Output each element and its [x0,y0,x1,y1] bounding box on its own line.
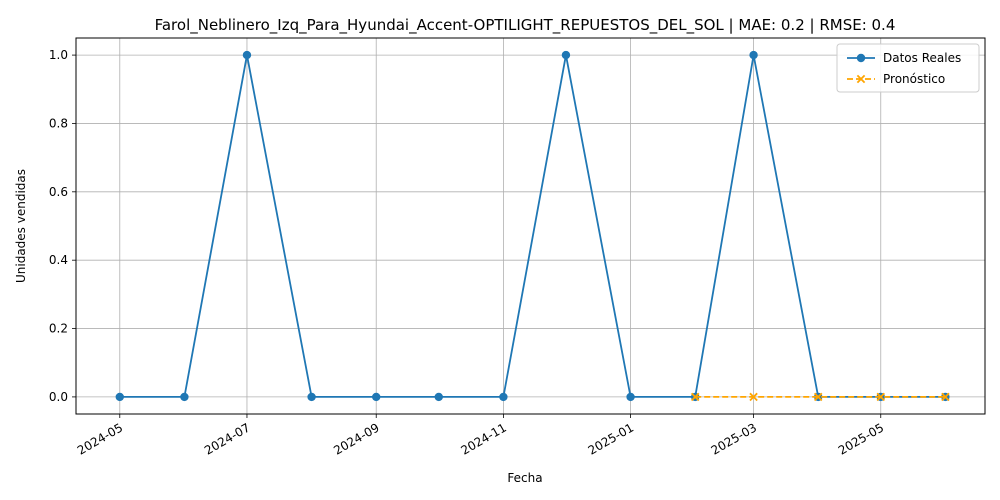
data-point [690,392,700,402]
legend-marker-0 [856,53,866,63]
data-point [941,392,950,402]
y-tick-label: 0.8 [49,116,68,130]
y-tick-label: 0.0 [49,390,68,404]
data-point [307,392,316,402]
x-tick-label: 2024-05 [75,420,125,457]
plot-area [75,37,986,415]
x-tick-label: 2024-11 [458,420,508,457]
data-point [626,392,635,402]
series-layer [115,50,950,402]
data-point [242,50,252,60]
data-point [876,392,885,402]
data-point [434,392,443,402]
x-tick-label: 2025-01 [586,420,636,457]
data-point [561,50,571,60]
data-point [499,392,508,402]
series-line-0 [119,54,946,398]
x-tick-label: 2024-09 [331,420,381,457]
x-axis: 2024-05 2024-07 2024-09 2024-11 2025-01 2025-… [75,414,886,458]
data-point [180,392,189,402]
data-point [749,392,758,402]
legend-box [836,43,980,93]
y-tick-label: 1.0 [49,48,68,62]
legend-label-1: Pronóstico [883,72,945,86]
x-tick-label: 2025-03 [709,420,759,457]
data-point [813,392,823,402]
y-axis-label: Unidades vendidas [14,169,28,283]
data-point [372,392,381,402]
legend: Datos Reales Pronóstico [836,43,980,93]
grid [76,38,985,414]
x-axis-label: Fecha [507,471,542,485]
y-axis: 0.0 0.2 0.4 0.6 0.8 1.0 [49,48,76,404]
x-tick-label: 2024-07 [202,420,252,457]
y-tick-label: 0.4 [49,253,68,267]
y-tick-label: 0.2 [49,322,68,336]
y-tick-label: 0.6 [49,185,68,199]
chart-title: Farol_Neblinero_Izq_Para_Hyundai_Accent-… [155,16,896,35]
data-point [115,392,124,402]
legend-marker-1 [856,74,866,84]
x-tick-label: 2025-05 [836,420,886,457]
data-point [749,50,758,60]
legend-label-0: Datos Reales [883,51,961,65]
